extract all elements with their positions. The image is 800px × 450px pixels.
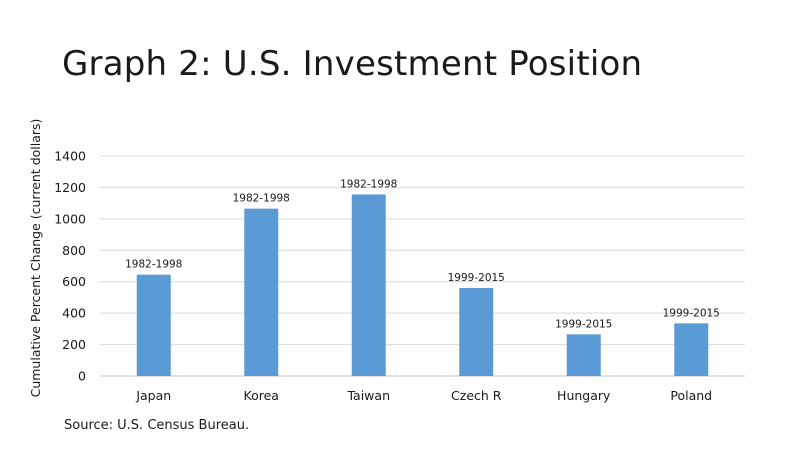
y-tick-label: 800: [62, 243, 86, 258]
gridlines: [100, 155, 745, 377]
bar-japan: [136, 274, 171, 376]
source-note: Source: U.S. Census Bureau.: [64, 418, 250, 433]
bar-czech-r: [459, 288, 494, 376]
y-tick-label: 200: [62, 337, 86, 352]
data-label: 1999-2015: [663, 307, 720, 319]
x-tick-label: Czech R: [451, 388, 502, 403]
x-tick-label: Poland: [670, 388, 712, 403]
x-tick-labels: Japan Korea Taiwan Czech R Hungary Poland: [135, 388, 712, 403]
y-tick-label: 1000: [54, 211, 86, 226]
bar-hungary: [566, 334, 601, 376]
y-tick-label: 400: [62, 306, 86, 321]
y-tick-label: 1200: [54, 180, 86, 195]
y-tick-label: 0: [78, 369, 86, 384]
data-label: 1982-1998: [125, 259, 182, 271]
data-label: 1982-1998: [340, 179, 397, 191]
x-tick-label: Hungary: [557, 388, 611, 403]
y-tick-label: 1400: [54, 149, 86, 164]
data-label: 1999-2015: [555, 318, 612, 330]
bar-korea: [244, 208, 279, 376]
bars: [136, 194, 709, 376]
data-labels: 1982-1998 1982-1998 1982-1998 1999-2015 1999…: [125, 179, 720, 331]
y-tick-labels: 0 200 400 600 800 1000 1200 1400: [54, 149, 86, 384]
x-tick-label: Korea: [244, 388, 279, 403]
y-axis-label: Cumulative Percent Change (current dolla…: [28, 119, 43, 398]
data-label: 1982-1998: [233, 193, 290, 205]
x-tick-label: Japan: [135, 388, 171, 403]
bar-taiwan: [351, 194, 386, 376]
slide-title: Graph 2: U.S. Investment Position: [62, 44, 643, 84]
data-label: 1999-2015: [448, 272, 505, 284]
y-tick-label: 600: [62, 274, 86, 289]
x-tick-label: Taiwan: [346, 388, 390, 403]
bar-poland: [674, 323, 709, 376]
